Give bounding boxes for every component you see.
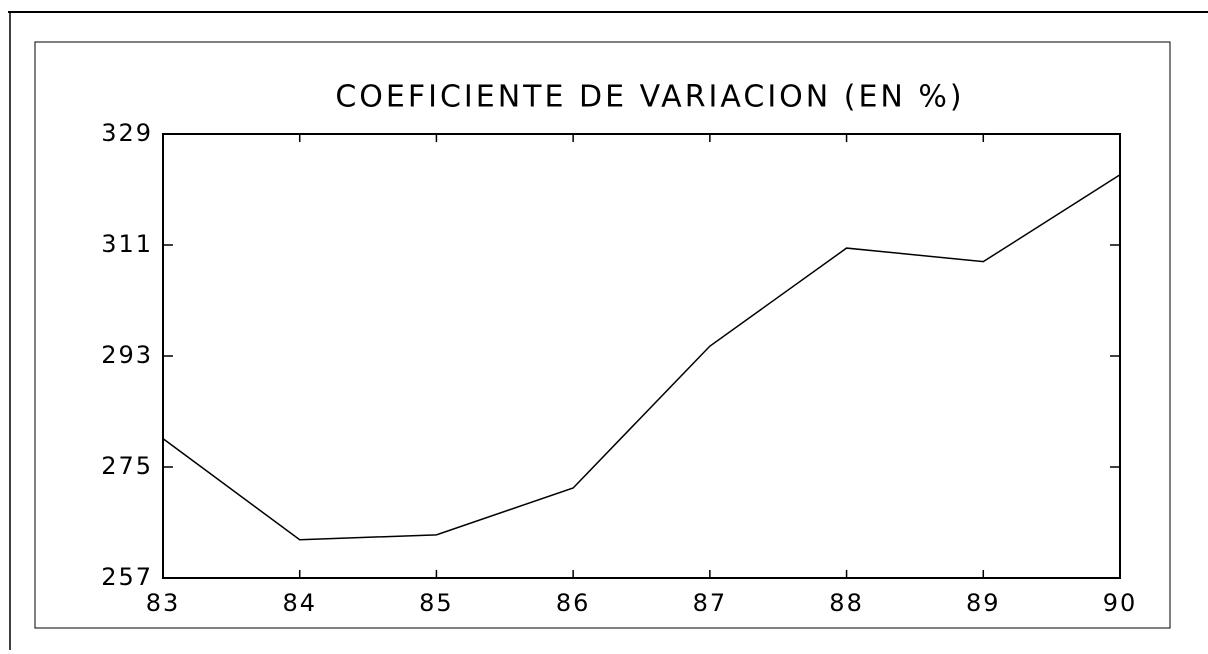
x-tick-label: 85	[419, 589, 454, 617]
x-tick-label: 84	[282, 589, 317, 617]
x-tick-label: 90	[1103, 589, 1138, 617]
data-line	[162, 174, 1121, 541]
x-tick-label: 87	[693, 589, 728, 617]
y-tick-label: 257	[101, 563, 153, 591]
x-tick-label: 89	[966, 589, 1001, 617]
x-tick-label: 83	[146, 589, 181, 617]
y-tick-label: 311	[101, 230, 153, 258]
x-tick-label: 88	[829, 589, 864, 617]
y-tick-label: 293	[101, 341, 153, 369]
y-tick-label: 275	[101, 452, 153, 480]
chart-title: COEFICIENTE DE VARIACION (EN %)	[335, 80, 964, 115]
plot-area	[162, 133, 1121, 579]
y-tick-label: 329	[101, 119, 153, 147]
x-tick-label: 86	[556, 589, 591, 617]
chart-frame	[34, 41, 1171, 629]
